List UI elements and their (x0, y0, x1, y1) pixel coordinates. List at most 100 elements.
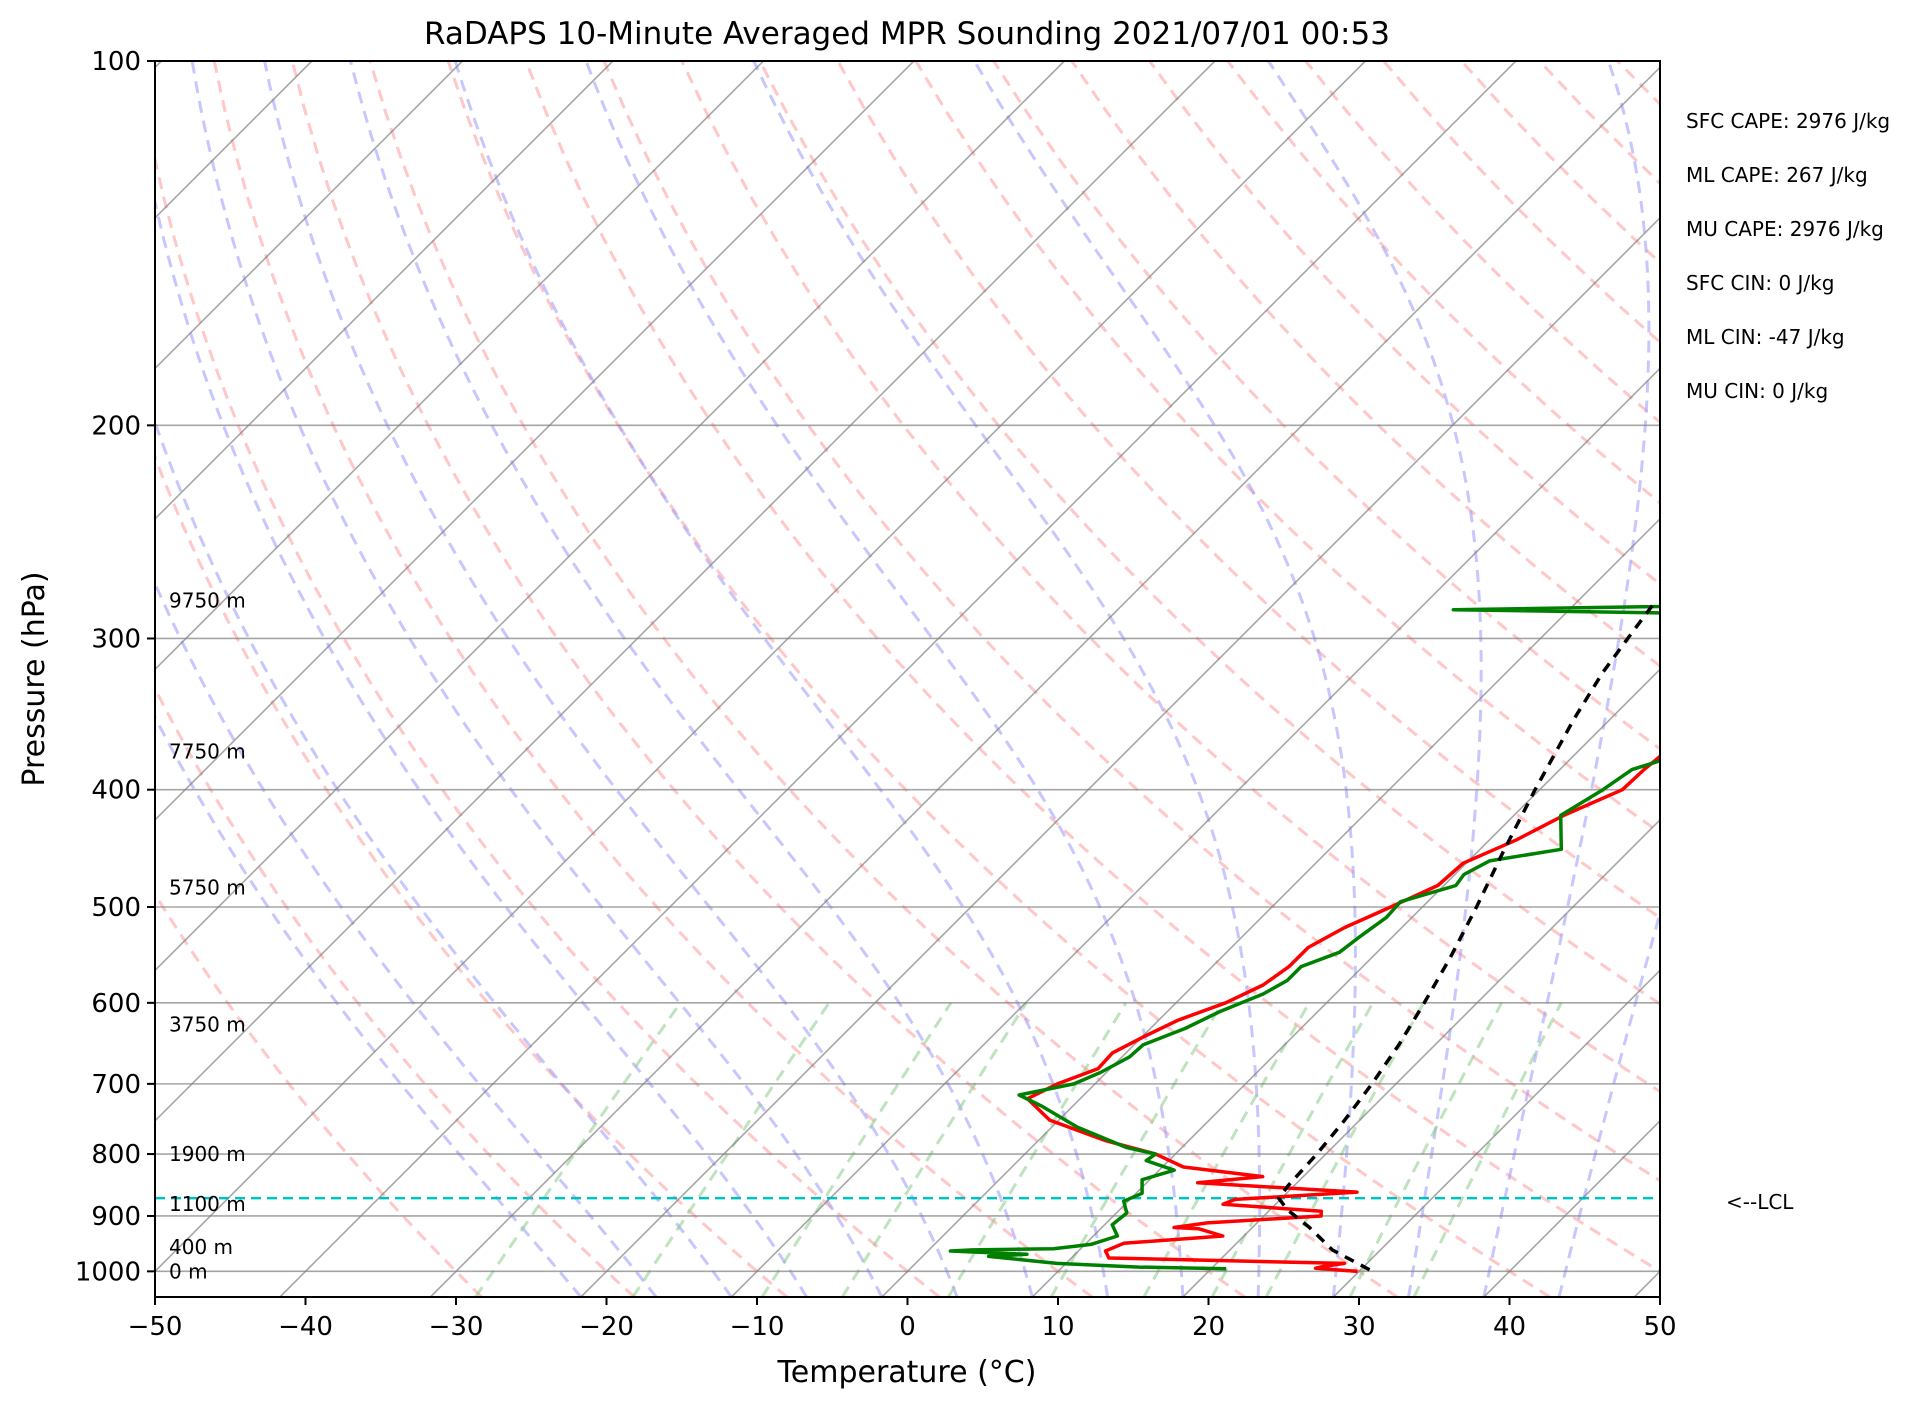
mixing-ratio-line (631, 1001, 831, 1297)
isotherm-line (0, 61, 11, 1297)
dry-adiabat-line (1070, 61, 1660, 668)
x-tick-label: 10 (1041, 1312, 1074, 1342)
isotherm-line (155, 61, 1065, 972)
x-tick-label: 50 (1643, 1312, 1676, 1342)
moist-adiabat-line (1267, 61, 1483, 1297)
dry-adiabat-line (602, 61, 1660, 1183)
isotherm-line (1182, 818, 1660, 1297)
moist-adiabat-line (752, 61, 1262, 1297)
dry-adiabat-line (758, 61, 1660, 1006)
dry-adiabat-line (1304, 61, 1660, 425)
height-label: 400 m (169, 1235, 233, 1259)
y-tick-label: 1000 (75, 1257, 141, 1287)
x-axis-label: Temperature (°C) (777, 1355, 1037, 1390)
isotherm-line (155, 61, 1366, 1273)
plot-frame (154, 60, 1661, 1298)
dry-adiabat-line (212, 61, 1094, 1297)
mixing-ratio-line (1210, 1002, 1375, 1297)
height-label: 3750 m (169, 1012, 246, 1036)
x-tick-label: −20 (579, 1312, 634, 1342)
mixing-ratio-line (1264, 1002, 1425, 1297)
height-label: 5750 m (169, 876, 246, 900)
height-label: 1900 m (169, 1142, 246, 1166)
isotherm-line (1633, 1270, 1660, 1297)
dry-adiabat-line (524, 61, 1660, 1274)
isotherm-line (279, 61, 1517, 1297)
moist-adiabat-line (263, 61, 959, 1297)
moist-adiabat-line (1557, 907, 1660, 1297)
y-tick-label: 800 (91, 1140, 141, 1170)
moist-adiabat-line (190, 61, 884, 1297)
isotherm-line (155, 61, 614, 521)
mixing-ratio-line (1412, 1002, 1563, 1297)
mixing-ratio-line (1348, 1002, 1503, 1297)
dry-adiabat-line (1226, 61, 1660, 505)
isotherm-line (429, 66, 1660, 1297)
dry-adiabat-line (914, 61, 1660, 835)
temperature-line (1025, 754, 1660, 1274)
dry-adiabat-line (446, 61, 1551, 1297)
x-tick-label: 40 (1493, 1312, 1526, 1342)
parcel-line (1276, 601, 1657, 1272)
y-tick-label: 500 (91, 893, 141, 923)
y-axis: 1000 900 800 700 600 500 400 300 200 100 (75, 47, 155, 1287)
stats-panel: SFC CAPE: 2976 J/kg ML CAPE: 267 J/kg MU C… (1686, 109, 1890, 403)
x-tick-label: 30 (1342, 1312, 1375, 1342)
y-tick-label: 700 (91, 1070, 141, 1100)
y-tick-label: 100 (91, 47, 141, 77)
background-lines (0, 61, 1925, 1297)
x-tick-label: 0 (899, 1312, 916, 1342)
height-label: 9750 m (169, 588, 246, 612)
moist-adiabat-line (584, 61, 1185, 1297)
dry-adiabat-line (680, 61, 1660, 1094)
stat-line: MU CIN: 0 J/kg (1686, 379, 1828, 403)
moist-adiabat-line (349, 61, 1034, 1297)
x-axis: −50 −40 −30 −20 −10 0 10 20 30 40 50 (128, 1297, 1677, 1342)
lcl-label: <--LCL (1726, 1190, 1794, 1214)
stat-line: SFC CAPE: 2976 J/kg (1686, 109, 1890, 133)
height-label: 1100 m (169, 1192, 246, 1216)
x-tick-label: −10 (730, 1312, 785, 1342)
dewpoint-line (948, 604, 1660, 1271)
dry-adiabat-line (155, 685, 636, 1297)
moist-adiabat-line (155, 418, 733, 1297)
height-label: 0 m (169, 1259, 208, 1283)
mixing-ratio-line (760, 1001, 953, 1297)
moist-adiabat-line (973, 61, 1357, 1297)
stat-line: MU CAPE: 2976 J/kg (1686, 217, 1884, 241)
isotherm-line (1332, 969, 1660, 1297)
data-series (948, 601, 1660, 1274)
moist-adiabat-line (1482, 61, 1651, 1297)
isotherm-line (1483, 1119, 1660, 1297)
y-tick-label: 200 (91, 411, 141, 441)
x-tick-label: −50 (128, 1312, 183, 1342)
dry-adiabat-line (1148, 61, 1660, 586)
isotherm-line (155, 61, 463, 370)
y-tick-label: 300 (91, 624, 141, 654)
mixing-ratio-line (841, 1001, 1028, 1297)
dry-adiabat-line (1460, 61, 1660, 265)
mixing-ratio-line (474, 1001, 682, 1297)
dry-adiabat-line (368, 61, 1399, 1297)
moist-adiabat-line (155, 579, 658, 1297)
dry-adiabat-line (1382, 61, 1660, 345)
stat-line: SFC CIN: 0 J/kg (1686, 271, 1834, 295)
chart-title: RaDAPS 10-Minute Averaged MPR Sounding 2… (424, 16, 1390, 52)
dry-adiabat-line (155, 152, 941, 1297)
dry-adiabat-line (1616, 61, 1660, 107)
x-tick-label: −30 (429, 1312, 484, 1342)
moist-adiabat-line (155, 195, 808, 1297)
dry-adiabat-line (992, 61, 1660, 751)
y-tick-label: 400 (91, 776, 141, 806)
mixing-ratio-line (1049, 1002, 1224, 1297)
dry-adiabat-line (1695, 61, 1925, 1297)
y-tick-label: 900 (91, 1202, 141, 1232)
moist-adiabat-line (155, 714, 583, 1297)
isotherm-line (155, 61, 1216, 1123)
isotherm-line (155, 61, 915, 822)
isotherm-line (730, 367, 1660, 1297)
isotherm-line (155, 61, 764, 671)
moist-adiabat-line (453, 61, 1110, 1297)
